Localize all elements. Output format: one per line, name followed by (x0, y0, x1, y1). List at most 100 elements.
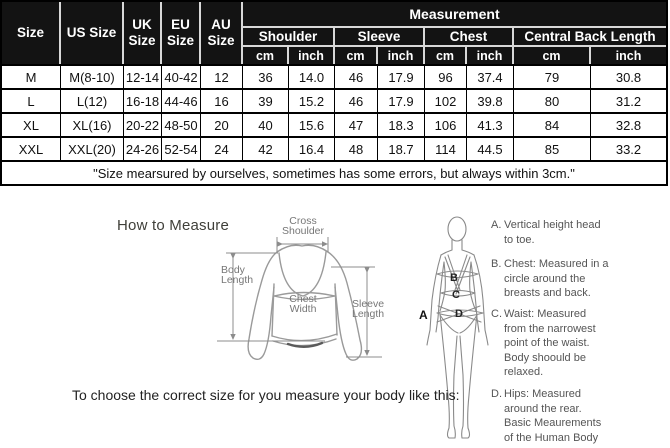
body-length-arrow (217, 252, 325, 342)
cell: 32.8 (591, 112, 667, 136)
sweater-outline (247, 244, 363, 361)
body-outline (426, 216, 489, 439)
cell: M (2, 64, 61, 88)
footer-instruction: To choose the correct size for you measu… (72, 387, 460, 403)
cell: 31.2 (591, 88, 667, 112)
header-size: Size (2, 2, 61, 64)
cell: 37.4 (467, 64, 514, 88)
header-au-size: AU Size (201, 2, 243, 64)
cell: 36 (243, 64, 289, 88)
cell: M(8-10) (61, 64, 124, 88)
instruction-prefix: B. (491, 258, 502, 270)
instruction-c: C. Waist: Measured from the narrowest po… (491, 307, 643, 380)
cell: XXL(20) (61, 136, 124, 160)
cell: 18.7 (378, 136, 425, 160)
body-label-b: B (450, 272, 458, 284)
unit-cm: cm (514, 47, 591, 64)
cell: 20-22 (124, 112, 162, 136)
cell: 46 (335, 64, 378, 88)
cell: 52-54 (162, 136, 201, 160)
cell: 42 (243, 136, 289, 160)
header-central-back-length: Central Back Length (514, 28, 667, 47)
body-figure: A B C D (419, 216, 489, 439)
body-length-label: Body Length (221, 264, 254, 286)
cell: 30.8 (591, 64, 667, 88)
cell: 48-50 (162, 112, 201, 136)
cell: 41.3 (467, 112, 514, 136)
instruction-a: A. Vertical height head to toe. (491, 218, 643, 247)
cell: XL (2, 112, 61, 136)
cell: 39 (243, 88, 289, 112)
header-shoulder: Shoulder (243, 28, 335, 47)
cross-shoulder-label: Cross Shoulder (281, 215, 325, 237)
cell: L(12) (61, 88, 124, 112)
cell: 24-26 (124, 136, 162, 160)
cell: L (2, 88, 61, 112)
cell: 12-14 (124, 64, 162, 88)
table-row-m: M M(8-10) 12-14 40-42 12 36 14.0 46 17.9… (2, 64, 667, 88)
unit-inch: inch (378, 47, 425, 64)
table-row-l: L L(12) 16-18 44-46 16 39 15.2 46 17.9 1… (2, 88, 667, 112)
header-measurement: Measurement (243, 2, 667, 28)
cell: 106 (425, 112, 467, 136)
section-title: How to Measure (117, 217, 230, 234)
chest-width-label: Chest Width (289, 293, 317, 315)
cell: 17.9 (378, 64, 425, 88)
size-chart-table: Size US Size UK Size EU Size AU Size Mea… (0, 0, 669, 186)
cell: 80 (514, 88, 591, 112)
instruction-prefix: A. (491, 219, 502, 231)
unit-cm: cm (335, 47, 378, 64)
cell: 12 (201, 64, 243, 88)
unit-cm: cm (243, 47, 289, 64)
instruction-d: D. Hips: Measured around the rear. Basic… (491, 387, 643, 445)
instruction-text: Hips: Measured around the rear. Basic Me… (504, 388, 602, 444)
body-label-c: C (452, 289, 460, 301)
cell: 17.9 (378, 88, 425, 112)
instruction-prefix: D. (491, 388, 502, 400)
cell: 16 (201, 88, 243, 112)
instruction-text: Chest: Measured in a circle around the b… (504, 258, 609, 299)
cell: 16-18 (124, 88, 162, 112)
header-uk-size: UK Size (124, 2, 162, 64)
header-eu-size: EU Size (162, 2, 201, 64)
cell: 20 (201, 112, 243, 136)
cell: 102 (425, 88, 467, 112)
cell: 14.0 (289, 64, 335, 88)
instruction-b: B. Chest: Measured in a circle around th… (491, 257, 643, 301)
instruction-text: Waist: Measured from the narrowest point… (504, 308, 596, 378)
sleeve-length-label: Sleeve Length (352, 298, 385, 320)
instruction-text: Vertical height head to toe. (504, 219, 601, 246)
cell: 18.3 (378, 112, 425, 136)
garment-diagram (217, 237, 382, 361)
cell: 15.2 (289, 88, 335, 112)
cell: 33.2 (591, 136, 667, 160)
cell: 114 (425, 136, 467, 160)
cell: 48 (335, 136, 378, 160)
cell: 39.8 (467, 88, 514, 112)
cell: 79 (514, 64, 591, 88)
header-chest: Chest (425, 28, 514, 47)
unit-cm: cm (425, 47, 467, 64)
table-row-xl: XL XL(16) 20-22 48-50 20 40 15.6 47 18.3… (2, 112, 667, 136)
cross-shoulder-arrow (276, 237, 329, 252)
unit-inch: inch (289, 47, 335, 64)
table-row-xxl: XXL XXL(20) 24-26 52-54 24 42 16.4 48 18… (2, 136, 667, 160)
cell: 44.5 (467, 136, 514, 160)
cell: 96 (425, 64, 467, 88)
cell: 46 (335, 88, 378, 112)
cell: 15.6 (289, 112, 335, 136)
header-sleeve: Sleeve (335, 28, 425, 47)
unit-inch: inch (467, 47, 514, 64)
cell: XL(16) (61, 112, 124, 136)
cell: 47 (335, 112, 378, 136)
unit-inch: inch (591, 47, 667, 64)
cell: 16.4 (289, 136, 335, 160)
cell: 85 (514, 136, 591, 160)
cell: XXL (2, 136, 61, 160)
table-note-row: "Size mearsured by ourselves, sometimes … (2, 160, 667, 184)
cell: 84 (514, 112, 591, 136)
body-label-d: D (455, 308, 463, 320)
cell: 44-46 (162, 88, 201, 112)
body-label-a: A (419, 308, 428, 322)
